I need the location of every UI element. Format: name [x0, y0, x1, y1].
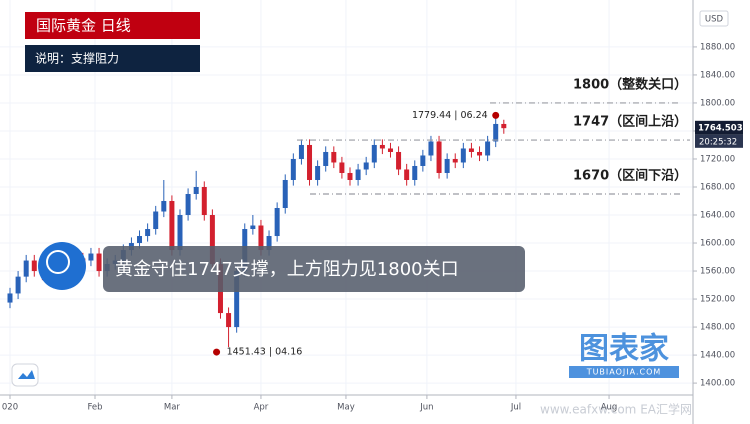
candle-body	[169, 201, 175, 251]
banner: 黄金守住1747支撑，上方阻力见1800关口	[115, 259, 459, 280]
y-tick-label: 1560.00	[700, 267, 735, 277]
logo-url: TUBIAOJIA.COM	[586, 368, 662, 377]
candle-body	[323, 151, 329, 166]
candle-body	[282, 179, 288, 209]
price-tag-label: 1764.503	[698, 123, 743, 133]
y-tick-label: 1480.00	[700, 323, 735, 333]
candle-body	[387, 148, 393, 152]
level-label: 1800（整数关口）	[573, 76, 687, 92]
candle-body	[355, 169, 361, 180]
candle-body	[96, 253, 102, 272]
currency: USD	[705, 15, 724, 25]
candle-body	[428, 141, 434, 156]
candle-body	[31, 260, 37, 272]
banner-box	[103, 246, 525, 292]
robot-icon	[38, 242, 86, 290]
candle-body	[436, 141, 442, 173]
candle-body	[209, 215, 215, 265]
title: 国际黄金 日线	[36, 17, 131, 35]
candle-body	[379, 144, 385, 149]
candle-body	[88, 253, 94, 261]
y-tick-label: 1720.00	[700, 154, 735, 164]
candle-body	[371, 144, 377, 163]
candle-body	[420, 155, 426, 166]
subtitle: 说明：支撑阻力	[35, 51, 119, 66]
currency-box[interactable]	[699, 10, 729, 27]
candle-body	[444, 158, 450, 173]
candle-body	[412, 165, 418, 180]
candle-body	[145, 229, 151, 237]
subtitle-box	[25, 45, 200, 72]
y-tick-label: 1520.00	[700, 295, 735, 305]
x-tick-label: Feb	[87, 403, 102, 413]
candle-body	[193, 186, 199, 194]
candle-body	[7, 293, 13, 303]
candle-body	[153, 211, 159, 230]
candle-body	[493, 123, 499, 142]
x-tick-label: Jul	[510, 403, 521, 413]
candle-body	[137, 236, 143, 244]
candle-body	[290, 158, 296, 180]
candle-body	[460, 148, 466, 163]
candle-body	[258, 225, 264, 251]
candle-body	[485, 141, 491, 156]
candle-body	[266, 236, 272, 251]
low-annotation: 1451.43 | 04.16	[227, 347, 303, 358]
logo-bar	[569, 366, 679, 378]
app-icon-glyph	[18, 370, 35, 379]
y-tick-label: 1680.00	[700, 182, 735, 192]
x-tick-label: Mar	[164, 403, 181, 413]
high-marker	[492, 111, 500, 119]
candle-body	[201, 186, 207, 216]
y-tick-label: 1840.00	[700, 70, 735, 80]
candle-body	[177, 215, 183, 251]
high-annotation: 1779.44 | 06.24	[412, 110, 488, 121]
y-tick-label: 1640.00	[700, 211, 735, 221]
y-tick-label: 1400.00	[700, 379, 735, 389]
logo: 图表家	[579, 332, 669, 367]
price-tag	[695, 120, 743, 135]
y-tick-label: 1600.00	[700, 239, 735, 249]
candle-body	[226, 313, 232, 328]
candle-body	[185, 193, 191, 216]
candle-body	[315, 165, 321, 180]
candle-body	[15, 276, 21, 294]
x-tick-label: 020	[2, 403, 18, 413]
candle-body	[347, 172, 353, 180]
candle-body	[250, 225, 256, 230]
robot-icon-face	[46, 250, 70, 274]
watermark: www.eafxw.com EA汇学网	[540, 402, 692, 417]
x-tick-label: Jun	[419, 403, 433, 413]
candle-body	[404, 169, 410, 180]
y-tick-label: 1880.00	[700, 42, 735, 52]
candle-body	[477, 151, 483, 156]
candle-body	[23, 260, 29, 277]
candle-body	[298, 144, 304, 159]
x-tick-label: May	[337, 403, 355, 413]
candle-body	[396, 151, 402, 170]
time-tag-label: 20:25:32	[699, 137, 737, 147]
x-tick-label: Apr	[254, 403, 269, 413]
title-box	[25, 12, 200, 39]
candle-body	[331, 151, 337, 163]
candle-body	[468, 148, 474, 152]
level-label: 1747（区间上沿）	[573, 114, 687, 130]
candle-body	[452, 158, 458, 163]
candle-body	[161, 201, 167, 212]
candle-body	[234, 271, 240, 328]
y-tick-label: 1440.00	[700, 351, 735, 361]
low-marker	[213, 348, 221, 356]
candle-body	[501, 123, 507, 129]
x-tick-label: Aug	[601, 403, 618, 413]
y-tick-label: 1800.00	[700, 98, 735, 108]
candle-body	[274, 208, 280, 237]
time-tag	[695, 134, 743, 148]
candle-body	[307, 144, 313, 180]
level-label: 1670（区间下沿）	[573, 167, 687, 183]
candle-body	[339, 162, 345, 173]
candle-body	[363, 162, 369, 170]
